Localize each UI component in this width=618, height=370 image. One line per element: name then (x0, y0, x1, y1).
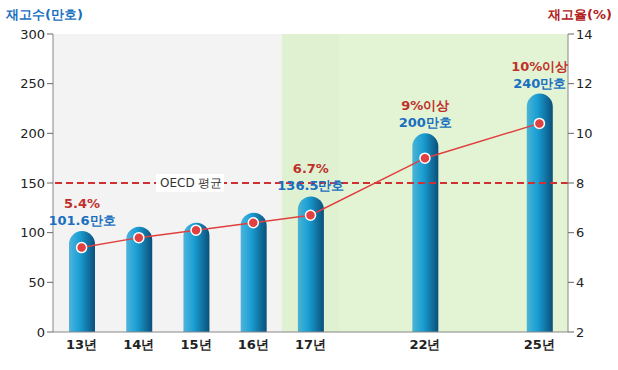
svg-text:2: 2 (576, 325, 584, 340)
svg-text:10: 10 (576, 126, 593, 141)
svg-text:10%이상: 10%이상 (511, 59, 568, 74)
svg-text:150: 150 (20, 176, 45, 191)
svg-text:25년: 25년 (524, 337, 555, 352)
svg-text:22년: 22년 (409, 337, 440, 352)
svg-text:6.7%: 6.7% (293, 161, 329, 176)
svg-text:200: 200 (20, 126, 45, 141)
svg-text:6: 6 (576, 225, 584, 240)
svg-text:240만호: 240만호 (513, 76, 566, 91)
svg-text:14년: 14년 (123, 337, 154, 352)
svg-text:OECD 평균: OECD 평균 (160, 176, 222, 190)
svg-text:15년: 15년 (181, 337, 212, 352)
svg-text:14: 14 (576, 27, 593, 42)
svg-text:8: 8 (576, 176, 584, 191)
svg-text:5.4%: 5.4% (64, 196, 100, 211)
svg-text:0: 0 (37, 325, 45, 340)
svg-text:4: 4 (576, 275, 584, 290)
svg-text:300: 300 (20, 27, 45, 42)
svg-text:16년: 16년 (238, 337, 269, 352)
svg-text:50: 50 (28, 275, 45, 290)
svg-text:250: 250 (20, 76, 45, 91)
svg-text:136.5만호: 136.5만호 (277, 178, 344, 193)
svg-text:12: 12 (576, 76, 593, 91)
html-text:재고율(%): 재고율(%) (548, 7, 612, 22)
svg-text:17년: 17년 (295, 337, 326, 352)
svg-text:13년: 13년 (66, 337, 97, 352)
svg-text:9%이상: 9%이상 (401, 98, 449, 113)
svg-text:101.6만호: 101.6만호 (48, 213, 115, 228)
html-text:재고수(만호): 재고수(만호) (6, 7, 83, 22)
svg-text:200만호: 200만호 (399, 115, 452, 130)
svg-text:100: 100 (20, 225, 45, 240)
